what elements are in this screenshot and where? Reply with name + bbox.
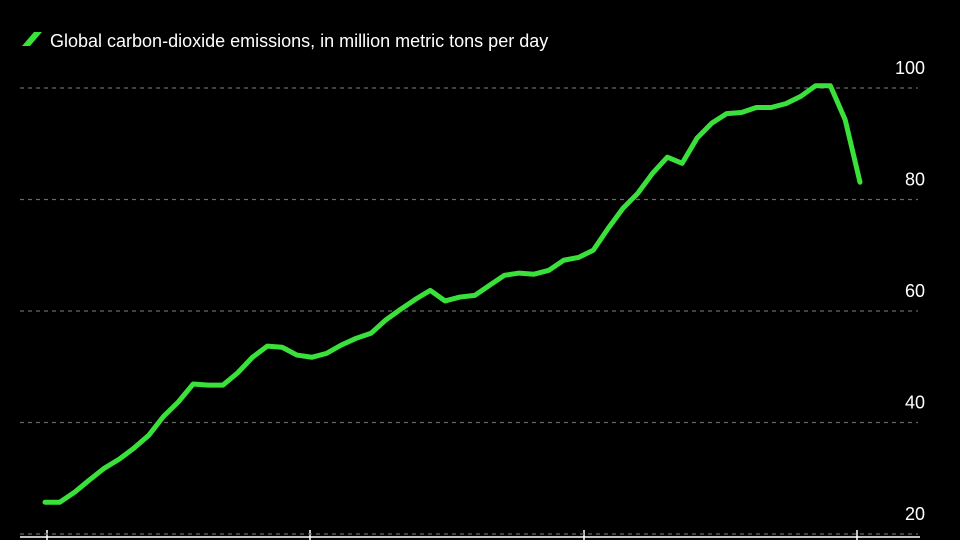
y-tick-label: 100 <box>895 58 925 78</box>
y-tick-label: 40 <box>905 393 925 413</box>
series-line <box>42 83 863 505</box>
legend-swatch <box>22 32 42 46</box>
y-tick-label: 20 <box>905 504 925 524</box>
y-tick-label: 80 <box>905 170 925 190</box>
legend-label: Global carbon-dioxide emissions, in mill… <box>50 31 548 51</box>
y-tick-label: 60 <box>905 281 925 301</box>
